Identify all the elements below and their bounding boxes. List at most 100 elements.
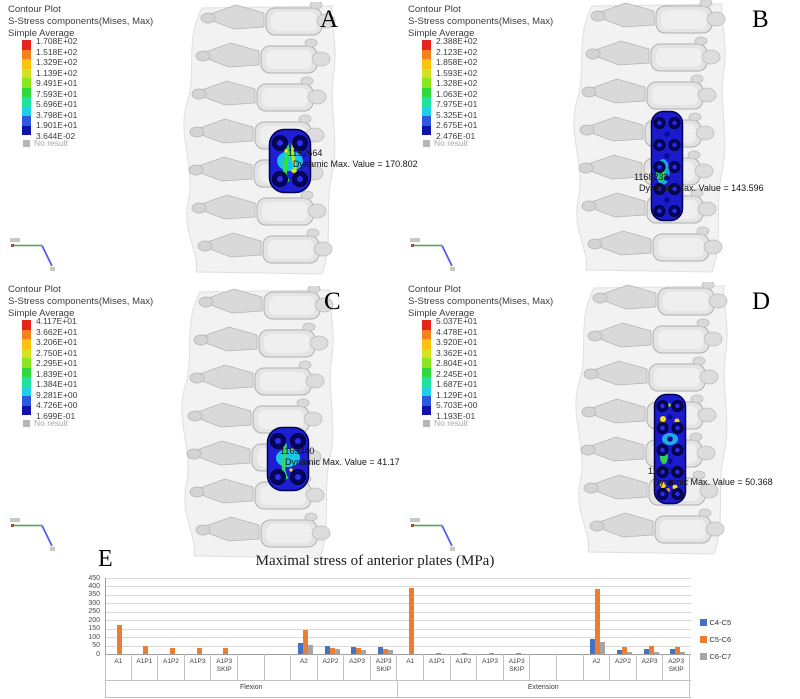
legend-value-label: 3.362E+01 <box>436 347 478 358</box>
header-line: S-Stress components(Mises, Max) <box>408 16 554 27</box>
legend-color-band <box>22 59 31 69</box>
legend-color-band <box>422 68 431 78</box>
x-category-label: A2P2 <box>610 654 637 680</box>
gridline <box>106 586 691 588</box>
y-axis-tick-label: 50 <box>92 642 100 650</box>
bar-C5-C6-A2P3 <box>356 647 362 654</box>
legend-color-band <box>422 125 431 135</box>
legend-color-band <box>22 358 31 368</box>
legend-color-band <box>22 106 31 116</box>
panel-letter-b: B <box>752 6 769 33</box>
x-group-label: Extension <box>398 680 690 697</box>
chart-title: Maximal stress of anterior plates (MPa) <box>255 553 495 569</box>
legend-color-band <box>22 40 31 50</box>
no-result-swatch-icon <box>423 139 430 147</box>
gridline <box>106 603 691 605</box>
legend-color-band <box>22 367 31 377</box>
bar-C4-C5-A2 <box>590 639 596 654</box>
legend-color-band <box>422 78 431 88</box>
legend-value-label: 3.798E+01 <box>36 109 78 120</box>
bar-C6-C7-A2P3 SKIP <box>680 651 686 654</box>
bar-C4-C5-A2 <box>297 642 303 654</box>
gridline <box>106 628 691 630</box>
legend-color-band <box>22 97 31 107</box>
legend-value-label: 3.920E+01 <box>436 337 478 348</box>
legend-value-label: 3.662E+01 <box>36 326 78 337</box>
legend-value-label: 1.699E-01 <box>36 411 76 421</box>
header-line: Contour Plot <box>408 284 461 295</box>
legend-entry: C6-C7 <box>700 652 731 661</box>
bar-C5-C6-A2P2 <box>329 648 335 654</box>
bar-chart-panel: E Maximal stress of anterior plates (MPa… <box>0 546 800 699</box>
bar-C4-C5-A2P3 SKIP <box>670 648 676 654</box>
bar-C6-C7-A2P3 <box>361 649 367 654</box>
legend-value-label: 9.491E+01 <box>36 78 78 89</box>
legend-value-label: 7.975E+01 <box>436 99 478 110</box>
x-category-label: A1P1 <box>424 654 451 680</box>
legend-value-label: 5.703E+00 <box>436 400 478 411</box>
bar-C5-C6-A1P3 SKIP <box>223 647 229 654</box>
gridline <box>106 645 691 647</box>
legend-value-label: 4.726E+00 <box>36 400 78 411</box>
legend-color-band <box>22 125 31 135</box>
y-axis-tick-label: 300 <box>88 599 100 607</box>
legend-value-label: 5.037E+01 <box>436 316 478 326</box>
color-ramp <box>22 40 31 135</box>
legend-value-label: 1.858E+02 <box>436 57 478 68</box>
panel-letter-e: E <box>98 546 113 572</box>
legend-color-band <box>22 68 31 78</box>
legend-color-band <box>422 49 431 59</box>
y-axis-tick-label: 100 <box>88 633 100 641</box>
x-category-label <box>530 654 558 680</box>
legend-value-label: 1.593E+02 <box>436 67 478 78</box>
legend-entry: C4-C5 <box>700 618 731 627</box>
legend-color-band <box>422 377 431 387</box>
legend-value-label: 3.206E+01 <box>36 337 78 348</box>
header-line: Contour Plot <box>408 4 461 15</box>
bar-C4-C5-A2P3 <box>643 648 649 654</box>
legend-color-band <box>422 59 431 69</box>
legend-value-label: 2.750E+01 <box>36 347 78 358</box>
bar-C5-C6-A1 <box>116 625 122 654</box>
x-category-label: A2P3 SKIP <box>371 654 398 680</box>
x-axis-categories: A1 A1P1 A1P2 A1P3 A1P3 SKIP A2 A2P2 A2P3 A2P3 SK… <box>105 654 691 681</box>
bar-C4-C5-A2P2 <box>617 649 623 654</box>
panel-letter-c: C <box>324 288 341 315</box>
anterior-plate-model <box>268 128 312 194</box>
gridline <box>106 578 691 579</box>
stress-color-legend: No result 1.708E+02 1.518E+02 1.329E+02 1.1… <box>22 36 132 152</box>
dynamic-max-label: Dynamic Max. Value = 41.17 <box>285 457 400 467</box>
legend-value-label: 4.117E+01 <box>36 316 77 326</box>
legend-color-band <box>22 377 31 387</box>
no-result-text: No result <box>34 418 69 428</box>
legend-value-label: 5.325E+01 <box>436 109 478 120</box>
legend-entry: C5-C6 <box>700 635 731 644</box>
node-id-label: 1151017 <box>648 466 683 476</box>
bar-C6-C7-A2P3 <box>653 651 659 654</box>
legend-color-band <box>422 405 431 415</box>
y-axis-tick-label: 150 <box>88 625 100 633</box>
bar-C5-C6-A1P3 SKIP <box>515 652 521 654</box>
legend-color-band <box>422 386 431 396</box>
panel-letter-a: A <box>320 6 339 33</box>
legend-value-label: 1.384E+01 <box>36 379 78 390</box>
anterior-plate-model <box>266 426 310 492</box>
legend-color-band <box>422 348 431 358</box>
bar-C5-C6-A1P1 <box>143 646 149 654</box>
header-line: Simple Average <box>8 308 75 319</box>
plot-area <box>105 578 691 655</box>
x-category-label: A1P3 SKIP <box>211 654 238 680</box>
max-value-annotation: 1152664 Dynamic Max. Value = 170.802 <box>288 148 418 170</box>
color-ramp <box>422 40 431 135</box>
stress-color-legend: No result 2.388E+02 2.123E+02 1.858E+02 1.5… <box>422 36 532 152</box>
contour-header: Contour Plot S-Stress components(Mises, … <box>408 4 553 40</box>
gridline <box>106 637 691 639</box>
legend-value-label: 1.328E+02 <box>436 78 478 89</box>
header-line: S-Stress components(Mises, Max) <box>8 296 154 307</box>
x-category-label <box>265 654 292 680</box>
legend-color-band <box>422 116 431 126</box>
stress-color-legend: No result 5.037E+01 4.478E+01 3.920E+01 3.3… <box>422 316 532 432</box>
node-id-label: 1152664 <box>288 148 323 158</box>
legend-color-band <box>422 87 431 97</box>
